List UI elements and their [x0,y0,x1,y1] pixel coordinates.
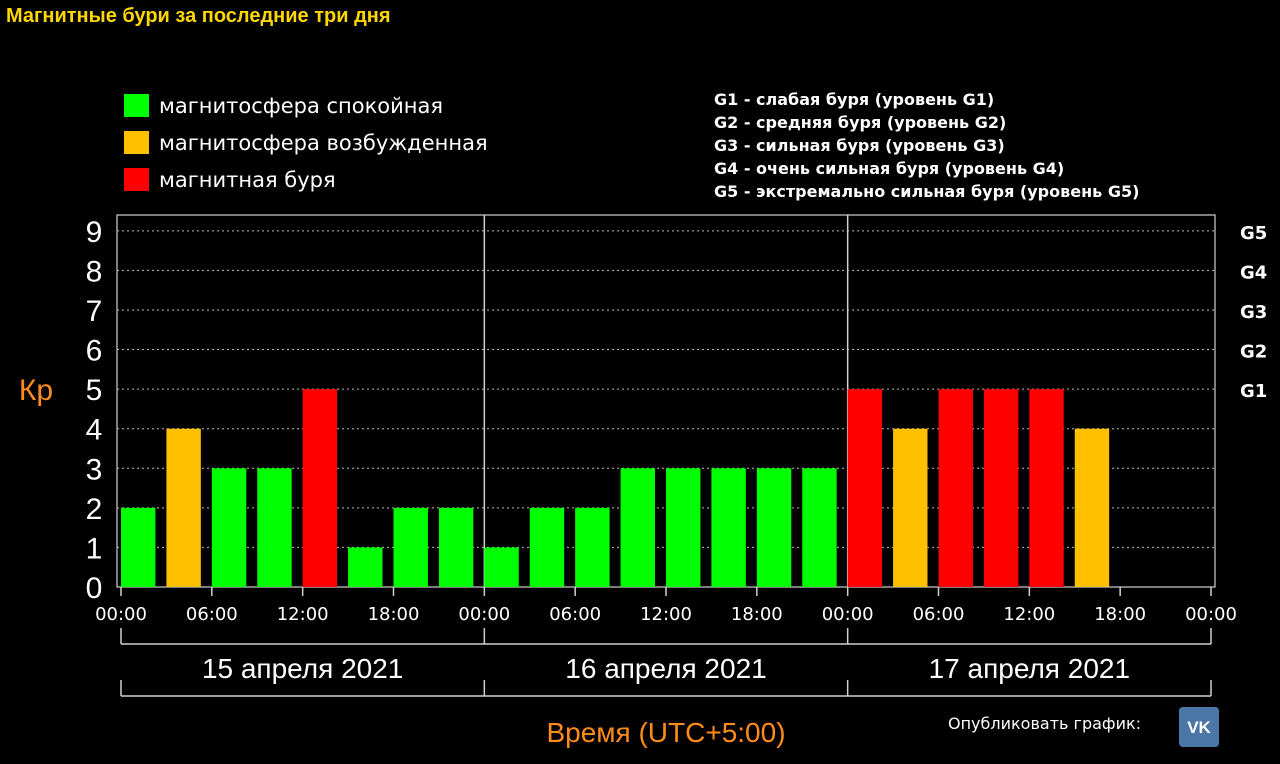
legend-item-quiet: магнитосфера спокойная [124,87,488,124]
bar [620,468,655,587]
bar [1074,428,1110,587]
g-level-label: G3 [1240,302,1267,323]
day-label: 15 апреля 2021 [202,653,403,684]
day-label: 16 апреля 2021 [565,653,766,684]
x-tick-label: 18:00 [731,604,783,625]
x-tick-label: 18:00 [1094,604,1146,625]
legend-item-storm: магнитная буря [124,161,488,198]
y-tick-label: 2 [86,493,103,526]
legend-swatch-quiet [124,94,149,117]
legend-label-storm: магнитная буря [159,167,336,192]
y-tick-label: 3 [86,453,103,486]
g-level-label: G2 [1240,342,1267,363]
bar [211,468,247,587]
bar [484,547,519,587]
legend-swatch-storm [124,168,149,191]
bar [666,468,701,587]
g-level-label: G5 [1240,223,1267,244]
y-tick-label: 8 [86,255,103,288]
publish-label: Опубликовать график: [948,714,1142,733]
g-level-label: G4 [1240,262,1267,283]
legend-label-active: магнитосфера возбужденная [159,130,488,155]
page-title: Магнитные бури за последние три дня [6,5,391,27]
legend: магнитосфера спокойная магнитосфера возб… [124,87,488,198]
bar [393,507,428,587]
legend-label-quiet: магнитосфера спокойная [159,93,444,118]
svg-text:VK: VK [1187,718,1211,737]
bar [302,389,338,587]
bar [166,428,201,587]
bar [529,507,565,587]
x-tick-label: 18:00 [368,604,420,625]
storm-level-g5: G5 - экстремально сильная буря (уровень … [714,182,1140,201]
x-tick-label: 06:00 [913,604,965,625]
storm-level-g1: G1 - слабая буря (уровень G1) [714,90,995,109]
bar [711,468,746,587]
x-tick-label: 00:00 [1185,604,1237,625]
x-axis-label: Время (UTC+5:00) [546,717,785,748]
y-tick-label: 0 [86,572,103,605]
legend-swatch-active [124,131,149,154]
x-tick-label: 12:00 [1003,604,1055,625]
g-level-label: G1 [1240,381,1267,402]
y-tick-label: 7 [86,295,103,328]
bar [575,507,610,587]
day-label: 17 апреля 2021 [929,653,1130,684]
x-tick-label: 12:00 [277,604,329,625]
y-tick-label: 9 [86,216,103,249]
bar [1029,389,1064,587]
y-tick-label: 1 [86,532,103,565]
bar [257,468,292,587]
x-tick-label: 00:00 [95,604,147,625]
x-tick-label: 12:00 [640,604,692,625]
bar [802,468,837,587]
y-axis-label: Кр [19,374,53,407]
y-tick-label: 5 [86,374,103,407]
legend-item-active: магнитосфера возбужденная [124,124,488,161]
storm-level-g2: G2 - средняя буря (уровень G2) [714,113,1007,132]
y-tick-label: 4 [86,414,103,447]
bar [847,389,883,587]
vk-icon[interactable]: VK [1179,707,1219,747]
x-tick-label: 00:00 [822,604,874,625]
storm-levels-legend: G1 - слабая буря (уровень G1) G2 - средн… [714,88,1139,203]
storm-level-g4: G4 - очень сильная буря (уровень G4) [714,159,1065,178]
x-tick-label: 06:00 [549,604,601,625]
bar [121,507,156,587]
bar [983,389,1019,587]
bar [756,468,792,587]
bar [438,507,474,587]
y-tick-label: 6 [86,335,103,368]
bar [348,547,383,587]
bar [938,389,973,587]
storm-level-g3: G3 - сильная буря (уровень G3) [714,136,1005,155]
x-tick-label: 00:00 [458,604,510,625]
x-tick-label: 06:00 [186,604,238,625]
bar [893,428,928,587]
